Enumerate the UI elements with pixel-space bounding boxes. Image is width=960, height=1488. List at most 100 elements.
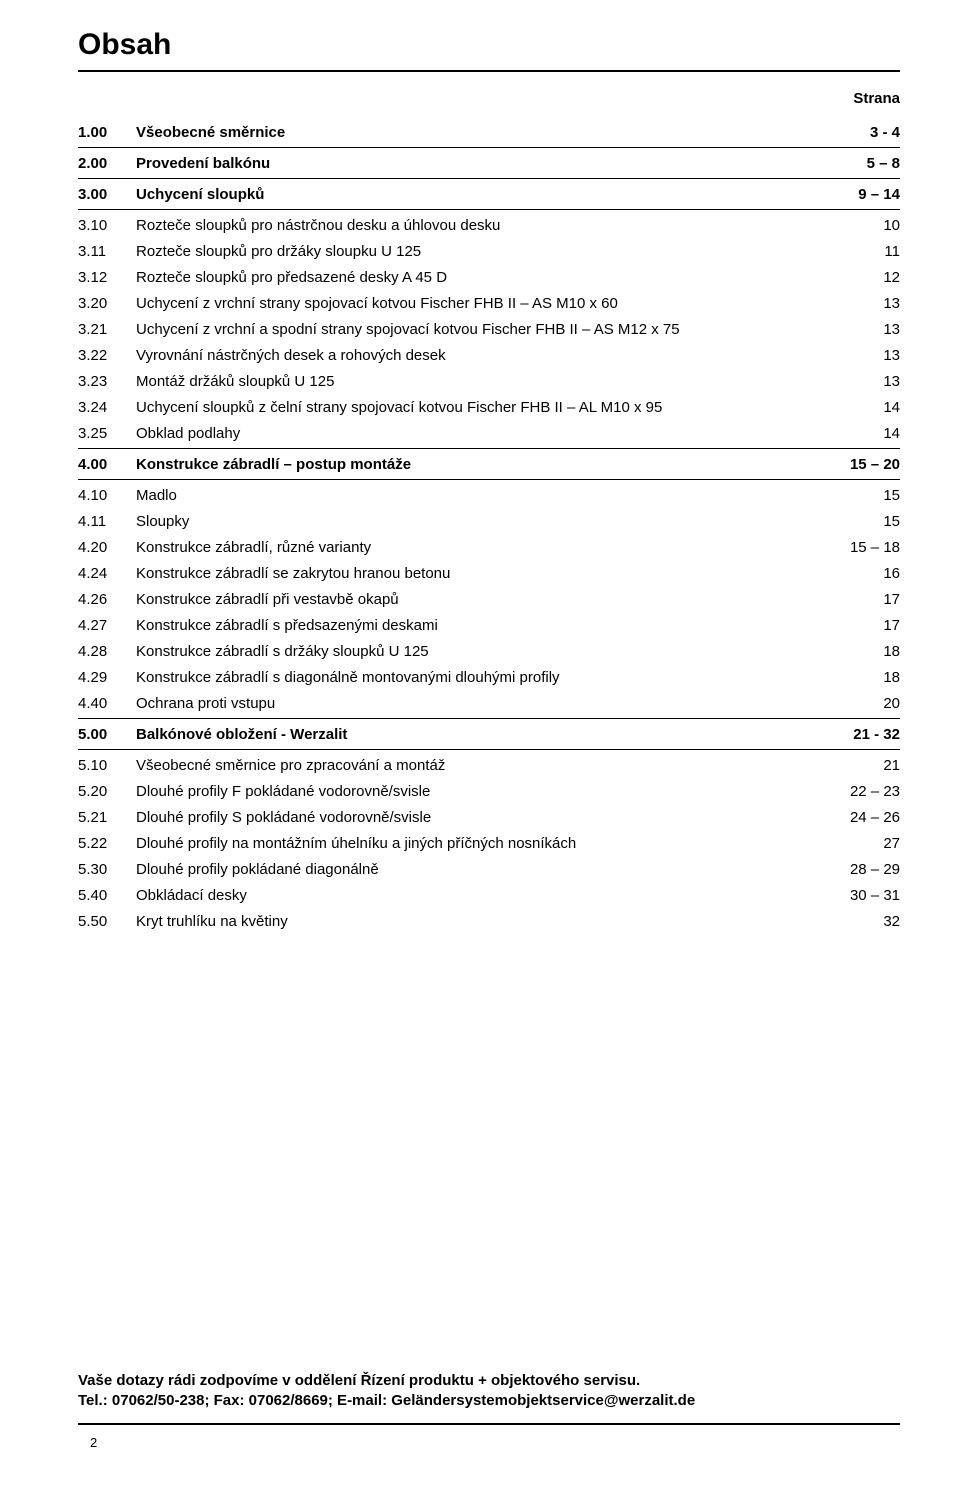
toc-page: 15 – 18 — [830, 539, 900, 556]
toc-row: 1.00Všeobecné směrnice3 - 4 — [78, 119, 900, 145]
toc-number: 5.00 — [78, 726, 136, 743]
toc-text: Dlouhé profily pokládané diagonálně — [136, 861, 830, 878]
toc-text: Konstrukce zábradlí, různé varianty — [136, 539, 830, 556]
toc-page: 32 — [830, 913, 900, 930]
toc-text: Uchycení sloupků — [136, 186, 830, 203]
toc-row: 5.22Dlouhé profily na montážním úhelníku… — [78, 830, 900, 856]
toc-row: 5.10Všeobecné směrnice pro zpracování a … — [78, 752, 900, 778]
toc-page: 17 — [830, 591, 900, 608]
toc-page: 18 — [830, 669, 900, 686]
toc-text: Sloupky — [136, 513, 830, 530]
toc-row: 4.26Konstrukce zábradlí při vestavbě oka… — [78, 586, 900, 612]
toc-number: 4.24 — [78, 565, 136, 582]
toc-number: 4.20 — [78, 539, 136, 556]
toc-number: 4.40 — [78, 695, 136, 712]
toc-number: 3.00 — [78, 186, 136, 203]
toc-row: 3.12Rozteče sloupků pro předsazené desky… — [78, 264, 900, 290]
toc-row: 5.30Dlouhé profily pokládané diagonálně2… — [78, 856, 900, 882]
toc-page: 9 – 14 — [830, 186, 900, 203]
toc-number: 3.20 — [78, 295, 136, 312]
toc-row: 4.40Ochrana proti vstupu20 — [78, 690, 900, 716]
toc-row: 2.00Provedení balkónu5 – 8 — [78, 150, 900, 176]
toc-text: Ochrana proti vstupu — [136, 695, 830, 712]
strana-label: Strana — [78, 90, 900, 107]
toc-text: Konstrukce zábradlí s držáky sloupků U 1… — [136, 643, 830, 660]
toc-row: 3.21Uchycení z vrchní a spodní strany sp… — [78, 316, 900, 342]
toc-text: Obkládací desky — [136, 887, 830, 904]
toc-row: 3.10Rozteče sloupků pro nástrčnou desku … — [78, 212, 900, 238]
toc-row: 3.22Vyrovnání nástrčných desek a rohovýc… — [78, 342, 900, 368]
toc-number: 3.21 — [78, 321, 136, 338]
toc-text: Balkónové obložení - Werzalit — [136, 726, 830, 743]
toc-number: 4.10 — [78, 487, 136, 504]
toc-number: 3.25 — [78, 425, 136, 442]
toc-number: 4.29 — [78, 669, 136, 686]
toc-number: 3.11 — [78, 243, 136, 260]
toc-number: 5.21 — [78, 809, 136, 826]
toc-row: 5.40Obkládací desky30 – 31 — [78, 882, 900, 908]
toc-page: 22 – 23 — [830, 783, 900, 800]
toc-separator — [78, 209, 900, 210]
toc-text: Konstrukce zábradlí se zakrytou hranou b… — [136, 565, 830, 582]
toc-text: Konstrukce zábradlí při vestavbě okapů — [136, 591, 830, 608]
table-of-contents: 1.00Všeobecné směrnice3 - 4 2.00Provedení… — [78, 119, 900, 934]
toc-text: Všeobecné směrnice — [136, 124, 830, 141]
toc-row: 3.11Rozteče sloupků pro držáky sloupku U… — [78, 238, 900, 264]
toc-number: 1.00 — [78, 124, 136, 141]
footer-text: Vaše dotazy rádi zodpovíme v oddělení Ří… — [78, 1371, 900, 1412]
toc-row: 4.27Konstrukce zábradlí s předsazenými d… — [78, 612, 900, 638]
toc-page: 13 — [830, 321, 900, 338]
toc-number: 2.00 — [78, 155, 136, 172]
toc-text: Uchycení z vrchní a spodní strany spojov… — [136, 321, 830, 338]
footer: Vaše dotazy rádi zodpovíme v oddělení Ří… — [78, 1371, 900, 1451]
toc-page: 13 — [830, 295, 900, 312]
toc-page: 13 — [830, 347, 900, 364]
toc-row: 5.20Dlouhé profily F pokládané vodorovně… — [78, 778, 900, 804]
toc-page: 10 — [830, 217, 900, 234]
toc-row: 5.50Kryt truhlíku na květiny32 — [78, 908, 900, 934]
page-title: Obsah — [78, 28, 900, 62]
toc-row: 4.29Konstrukce zábradlí s diagonálně mon… — [78, 664, 900, 690]
toc-number: 5.30 — [78, 861, 136, 878]
toc-separator — [78, 479, 900, 480]
toc-number: 4.28 — [78, 643, 136, 660]
toc-page: 21 — [830, 757, 900, 774]
toc-row: 4.20Konstrukce zábradlí, různé varianty1… — [78, 534, 900, 560]
toc-row: 3.00Uchycení sloupků9 – 14 — [78, 181, 900, 207]
toc-row: 4.28Konstrukce zábradlí s držáky sloupků… — [78, 638, 900, 664]
toc-row: 3.24Uchycení sloupků z čelní strany spoj… — [78, 394, 900, 420]
toc-text: Vyrovnání nástrčných desek a rohových de… — [136, 347, 830, 364]
toc-text: Konstrukce zábradlí – postup montáže — [136, 456, 830, 473]
toc-number: 5.50 — [78, 913, 136, 930]
toc-text: Dlouhé profily F pokládané vodorovně/svi… — [136, 783, 830, 800]
toc-text: Všeobecné směrnice pro zpracování a mont… — [136, 757, 830, 774]
toc-page: 3 - 4 — [830, 124, 900, 141]
toc-page: 24 – 26 — [830, 809, 900, 826]
toc-text: Kryt truhlíku na květiny — [136, 913, 830, 930]
toc-page: 14 — [830, 399, 900, 416]
toc-text: Uchycení z vrchní strany spojovací kotvo… — [136, 295, 830, 312]
footer-line-1: Vaše dotazy rádi zodpovíme v oddělení Ří… — [78, 1372, 640, 1389]
toc-number: 4.11 — [78, 513, 136, 530]
toc-number: 5.22 — [78, 835, 136, 852]
toc-text: Rozteče sloupků pro nástrčnou desku a úh… — [136, 217, 830, 234]
title-rule — [78, 70, 900, 72]
toc-page: 15 – 20 — [830, 456, 900, 473]
toc-text: Obklad podlahy — [136, 425, 830, 442]
toc-page: 5 – 8 — [830, 155, 900, 172]
toc-text: Konstrukce zábradlí s předsazenými deska… — [136, 617, 830, 634]
toc-separator — [78, 718, 900, 719]
toc-row: 4.11Sloupky15 — [78, 508, 900, 534]
toc-number: 3.23 — [78, 373, 136, 390]
toc-number: 5.40 — [78, 887, 136, 904]
toc-number: 4.00 — [78, 456, 136, 473]
toc-separator — [78, 749, 900, 750]
toc-number: 3.10 — [78, 217, 136, 234]
toc-page: 14 — [830, 425, 900, 442]
toc-page: 15 — [830, 487, 900, 504]
toc-row: 4.10Madlo15 — [78, 482, 900, 508]
toc-page: 11 — [830, 243, 900, 260]
toc-row: 5.21Dlouhé profily S pokládané vodorovně… — [78, 804, 900, 830]
toc-page: 28 – 29 — [830, 861, 900, 878]
footer-rule — [78, 1423, 900, 1425]
